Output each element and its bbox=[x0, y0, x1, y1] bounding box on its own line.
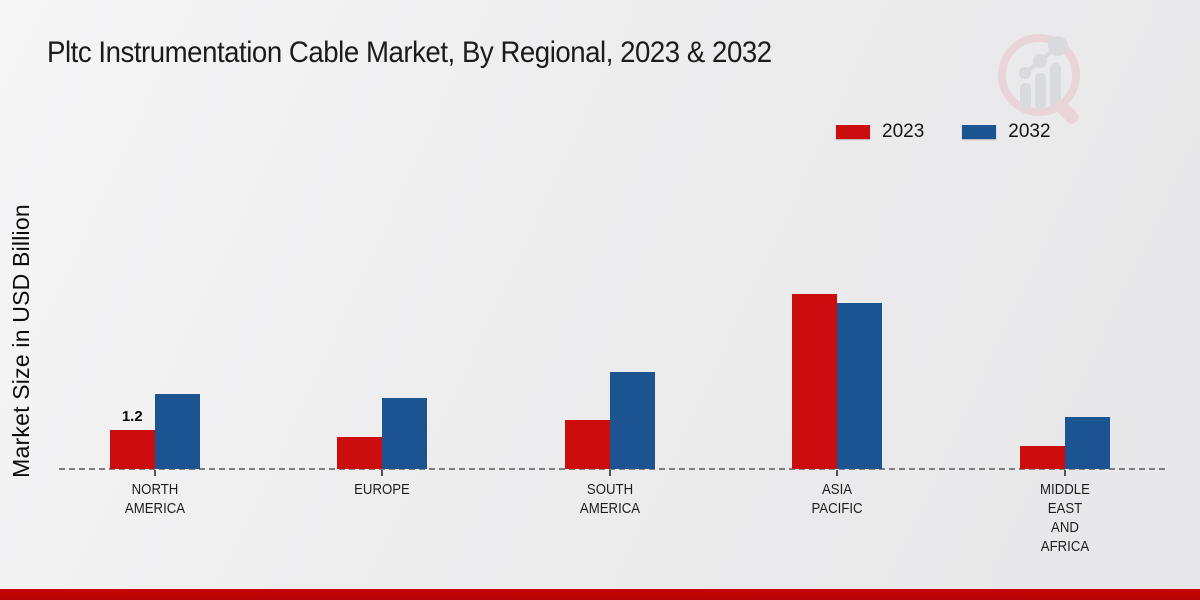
x-axis-line bbox=[59, 468, 1165, 470]
category-label-middle-east-and-africa: MIDDLE EAST AND AFRICA bbox=[1039, 481, 1090, 555]
bar-2032-asia-pacific bbox=[837, 303, 883, 469]
category-label-north-america: NORTH AMERICA bbox=[124, 481, 185, 517]
x-axis-tick bbox=[836, 470, 839, 476]
bar-2032-europe bbox=[382, 397, 428, 469]
category-label-europe: EUROPE bbox=[354, 481, 411, 498]
bar-2023-north-america bbox=[109, 430, 155, 469]
legend-item-2023: 2023 bbox=[836, 121, 924, 143]
bar-2023-asia-pacific bbox=[792, 293, 838, 469]
bar-2032-south-america bbox=[609, 371, 655, 469]
category-label-asia-pacific: ASIA PACIFIC bbox=[811, 481, 863, 517]
bar-2023-south-america bbox=[564, 420, 610, 469]
bar-2023-europe bbox=[337, 436, 383, 469]
legend-swatch-2023-icon bbox=[836, 125, 870, 139]
bar-2032-middle-east-and-africa bbox=[1064, 417, 1110, 469]
legend-label-2023: 2023 bbox=[882, 121, 925, 142]
category-label-south-america: SOUTH AMERICA bbox=[579, 481, 640, 517]
x-axis-tick bbox=[1063, 470, 1066, 476]
bar-2032-north-america bbox=[154, 394, 200, 469]
legend-label-2032: 2032 bbox=[1008, 121, 1051, 142]
legend-swatch-2032-icon bbox=[962, 125, 997, 139]
bar-2023-middle-east-and-africa bbox=[1019, 446, 1065, 469]
x-axis-tick bbox=[381, 470, 384, 476]
legend: 2023 2032 bbox=[836, 121, 1051, 143]
x-axis-tick bbox=[608, 470, 611, 476]
magnifier-bar-chart-logo-icon bbox=[998, 34, 1080, 124]
chart-title: Pltc Instrumentation Cable Market, By Re… bbox=[47, 36, 772, 69]
x-axis-tick bbox=[153, 470, 156, 476]
legend-item-2032: 2032 bbox=[962, 121, 1051, 143]
footer-accent-bar bbox=[0, 589, 1200, 600]
bar-value-label: 1.2 bbox=[121, 408, 143, 425]
